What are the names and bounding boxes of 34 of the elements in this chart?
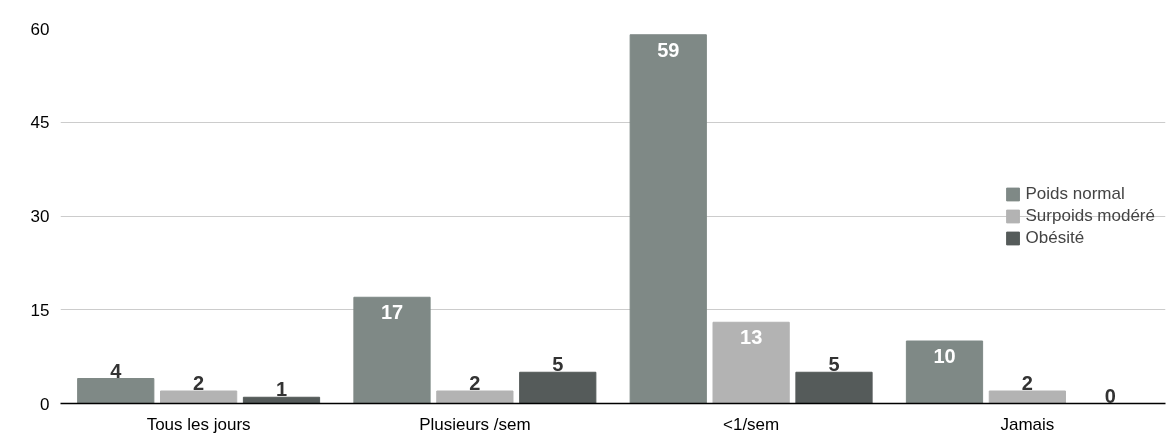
- bar: [353, 296, 431, 404]
- x-tick-label: Tous les jours: [146, 414, 251, 434]
- data-label: 10: [933, 345, 956, 367]
- y-tick-label: 60: [30, 19, 50, 39]
- data-label: 2: [1021, 372, 1033, 394]
- bar: [905, 340, 984, 404]
- x-tick-label: Plusieurs /sem: [419, 414, 531, 434]
- legend-label: Poids normal: [1025, 183, 1125, 204]
- y-tick-label: 15: [30, 300, 50, 320]
- y-tick-label: 0: [40, 394, 50, 414]
- y-tick-label: 30: [30, 207, 50, 226]
- data-label: 13: [740, 326, 763, 349]
- bar: [160, 390, 238, 404]
- data-label: 1: [275, 378, 288, 401]
- data-label: 0: [1104, 384, 1116, 407]
- data-label: 4: [110, 359, 123, 382]
- data-label: 59: [657, 38, 680, 61]
- legend-label: Surpoids modéré: [1025, 205, 1155, 226]
- data-label: 2: [469, 372, 481, 394]
- data-label: 5: [828, 353, 840, 376]
- data-label: 17: [380, 301, 404, 324]
- y-tick-label: 45: [30, 113, 50, 133]
- bar: [77, 378, 155, 404]
- bar: [629, 34, 707, 404]
- x-tick-label: Jamais: [1000, 414, 1055, 434]
- bar: [795, 371, 873, 404]
- legend-label: Obésité: [1025, 227, 1085, 248]
- bar: [436, 390, 514, 404]
- data-label: 5: [552, 353, 564, 376]
- bar: [988, 390, 1066, 404]
- bar: [519, 371, 597, 404]
- x-tick-label: <1/sem: [723, 414, 780, 434]
- bar: [712, 321, 790, 404]
- data-label: 2: [193, 372, 205, 394]
